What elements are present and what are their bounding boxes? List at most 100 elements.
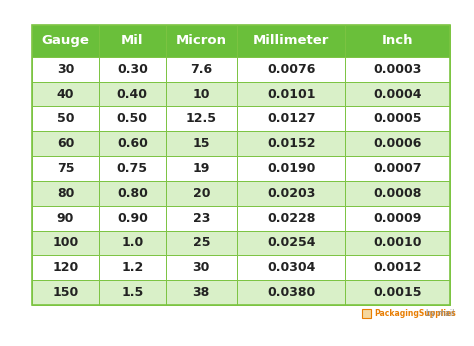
Text: Inch: Inch [382,34,413,47]
Bar [99,57,166,82]
Text: 0.0006: 0.0006 [374,137,422,150]
Bar [166,181,237,206]
Bar [346,255,450,280]
Bar [166,131,237,156]
Text: 0.0380: 0.0380 [267,286,315,299]
Bar [32,25,450,305]
Text: 0.50: 0.50 [117,112,148,125]
Text: 75: 75 [57,162,74,175]
Text: 0.60: 0.60 [117,137,148,150]
Bar [99,280,166,305]
Bar [32,181,99,206]
Text: by mail: by mail [426,309,455,318]
FancyBboxPatch shape [362,309,371,318]
Bar [237,280,346,305]
Text: 19: 19 [192,162,210,175]
Bar [237,82,346,107]
Bar [166,57,237,82]
Bar [32,156,99,181]
Text: 0.0254: 0.0254 [267,236,315,249]
Bar [166,82,237,107]
Text: 1.0: 1.0 [121,236,144,249]
Bar [32,255,99,280]
Text: 0.0010: 0.0010 [374,236,422,249]
Bar [166,255,237,280]
Text: 0.0009: 0.0009 [374,212,422,225]
Bar [166,25,237,57]
Bar [237,230,346,255]
Text: 40: 40 [57,88,74,101]
Bar [237,25,346,57]
Text: 0.75: 0.75 [117,162,148,175]
Bar [237,131,346,156]
Text: 1.5: 1.5 [121,286,144,299]
Text: 150: 150 [52,286,79,299]
Text: 20: 20 [192,187,210,200]
Text: 0.40: 0.40 [117,88,148,101]
Bar [346,156,450,181]
Bar [346,280,450,305]
Bar [99,82,166,107]
Bar [346,230,450,255]
Bar [166,206,237,230]
Text: PackagingSupplies: PackagingSupplies [374,309,456,318]
Text: 0.0012: 0.0012 [374,261,422,274]
Bar [32,206,99,230]
Bar [32,57,99,82]
Bar [32,280,99,305]
Text: 90: 90 [57,212,74,225]
Text: 25: 25 [192,236,210,249]
Bar [346,131,450,156]
Text: 0.0304: 0.0304 [267,261,315,274]
Text: 0.80: 0.80 [117,187,148,200]
Bar [237,156,346,181]
Text: 100: 100 [52,236,79,249]
Bar [237,181,346,206]
Text: 0.0003: 0.0003 [374,63,422,76]
Bar [166,230,237,255]
Text: 30: 30 [57,63,74,76]
Text: Micron: Micron [176,34,227,47]
Bar [99,181,166,206]
Text: 1.2: 1.2 [121,261,144,274]
Bar [32,82,99,107]
Bar [32,107,99,131]
Text: 0.0004: 0.0004 [374,88,422,101]
Text: 0.0005: 0.0005 [374,112,422,125]
Text: 0.0190: 0.0190 [267,162,315,175]
Bar [346,206,450,230]
Text: 80: 80 [57,187,74,200]
Text: 38: 38 [192,286,210,299]
Bar [166,280,237,305]
Text: Millimeter: Millimeter [253,34,329,47]
Text: 0.0076: 0.0076 [267,63,315,76]
Bar [99,131,166,156]
Text: 7.6: 7.6 [190,63,212,76]
Bar [166,107,237,131]
Text: 120: 120 [52,261,79,274]
Text: Gauge: Gauge [42,34,90,47]
Text: 10: 10 [192,88,210,101]
Text: 15: 15 [192,137,210,150]
Bar [346,107,450,131]
Bar [237,57,346,82]
Text: 0.0203: 0.0203 [267,187,315,200]
Bar [237,107,346,131]
Text: 30: 30 [192,261,210,274]
Bar [346,25,450,57]
Text: Mil: Mil [121,34,144,47]
Bar [346,82,450,107]
Text: 0.0101: 0.0101 [267,88,315,101]
Text: 0.0015: 0.0015 [374,286,422,299]
Bar [99,255,166,280]
Text: 0.0008: 0.0008 [374,187,422,200]
Text: 0.90: 0.90 [117,212,148,225]
Text: 0.0007: 0.0007 [374,162,422,175]
Bar [99,25,166,57]
Bar [237,255,346,280]
Text: 0.0127: 0.0127 [267,112,315,125]
Bar [32,131,99,156]
Text: 50: 50 [57,112,74,125]
Bar [346,181,450,206]
Bar [32,25,99,57]
